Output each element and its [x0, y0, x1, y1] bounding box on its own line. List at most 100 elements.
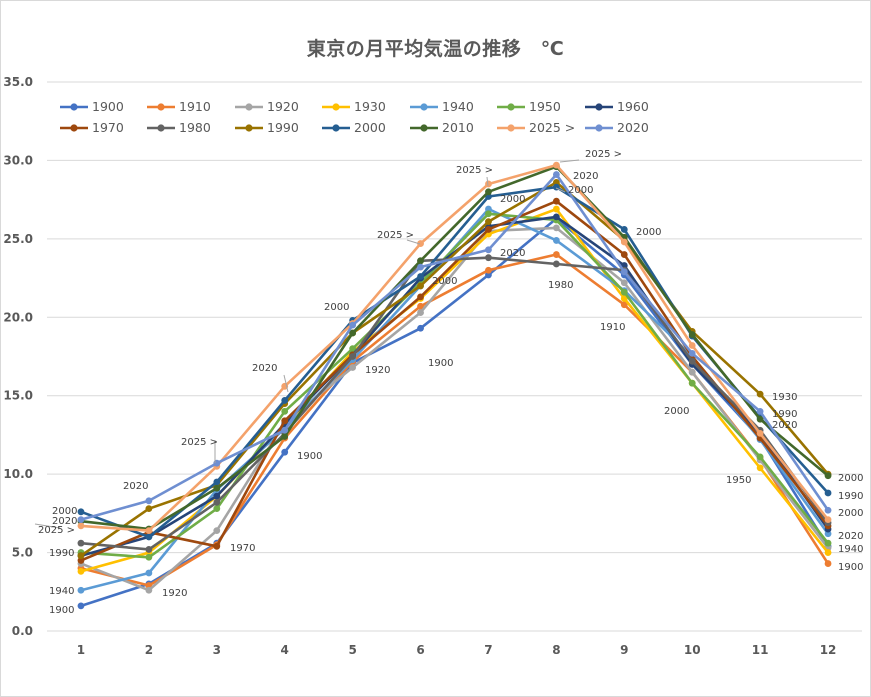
legend-swatch-marker: [70, 124, 78, 132]
y-tick-label: 30.0: [3, 153, 33, 167]
x-tick-label: 10: [684, 643, 701, 657]
data-point: [349, 329, 357, 337]
y-axis-ticks: 0.0 5.0 10.0 15.0 20.0 25.0 30.0 35.0: [3, 75, 33, 638]
data-point: [552, 213, 560, 221]
y-tick-label: 35.0: [3, 75, 33, 89]
data-label: 2020: [772, 420, 797, 431]
chart-title: 東京の月平均気温の推移 ℃: [306, 38, 565, 60]
data-point: [281, 397, 289, 404]
data-point: [281, 448, 289, 456]
data-point: [688, 368, 696, 376]
legend-swatch-marker: [157, 103, 165, 111]
data-label: 2025 >: [181, 437, 218, 448]
legend-label: 2020: [617, 120, 649, 135]
data-point: [485, 205, 492, 213]
annotation-leader: [34, 523, 61, 529]
data-point: [485, 266, 492, 274]
legend-label: 1940: [442, 99, 474, 114]
data-label: 1920: [365, 365, 390, 376]
data-label: 1910: [600, 322, 625, 333]
data-point: [688, 357, 696, 365]
annotation-leader: [486, 176, 489, 187]
y-tick-label: 5.0: [12, 546, 33, 560]
data-label: 1900: [838, 562, 863, 573]
data-label: 2020: [123, 481, 148, 492]
data-point: [417, 263, 424, 271]
legend-item: 2010: [410, 120, 474, 135]
legend-item: 1980: [147, 120, 211, 135]
data-point: [620, 279, 628, 287]
data-point: [552, 251, 560, 258]
data-point: [213, 498, 221, 506]
data-point: [417, 282, 424, 290]
series-line: [80, 185, 829, 539]
y-tick-label: 0.0: [12, 624, 33, 638]
x-tick-label: 5: [348, 643, 356, 657]
data-point: [756, 464, 764, 472]
data-label: 1990: [838, 491, 863, 502]
legend-item: 1940: [410, 99, 474, 114]
data-label: 1900: [49, 605, 74, 616]
data-point: [349, 321, 357, 329]
data-point: [281, 426, 289, 434]
data-label: 2000: [568, 185, 593, 196]
x-tick-label: 1: [77, 643, 85, 657]
y-tick-label: 20.0: [3, 310, 33, 324]
legend-swatch-marker: [507, 103, 515, 111]
data-point: [349, 353, 357, 360]
data-label: 2025 >: [585, 149, 622, 160]
data-point: [756, 453, 764, 461]
data-point: [417, 324, 424, 332]
x-tick-label: 3: [213, 643, 221, 657]
data-label: 2000: [838, 473, 863, 484]
data-point: [552, 260, 560, 268]
series-line: [80, 199, 830, 562]
data-annotations: 2000 2020 2025 > 1990 1940 1900 1920 2020 1970 20…: [34, 149, 863, 616]
series-line: [80, 226, 830, 592]
data-point: [485, 210, 492, 218]
data-point: [213, 459, 221, 467]
data-label: 2000: [52, 506, 77, 517]
data-label: 1920: [162, 588, 187, 599]
x-tick-label: 6: [416, 643, 424, 657]
data-point: [620, 295, 628, 302]
legend-label: 1960: [617, 99, 649, 114]
legend-swatch-marker: [245, 103, 253, 111]
data-point: [281, 433, 289, 440]
data-point: [824, 489, 832, 497]
data-point: [824, 516, 832, 524]
data-point: [485, 218, 492, 226]
data-point: [824, 549, 832, 556]
data-label: 2000: [636, 227, 661, 238]
data-label: 2000: [838, 508, 863, 519]
data-label: 1940: [49, 586, 74, 597]
legend-item: 1910: [147, 99, 211, 114]
data-label: 1900: [428, 358, 453, 369]
data-point: [77, 586, 85, 594]
data-label: 2000: [664, 406, 689, 417]
data-label: 1990: [49, 548, 74, 559]
data-point: [145, 497, 153, 505]
series-line: [80, 181, 829, 557]
data-point: [824, 560, 832, 567]
data-label: 2020: [252, 363, 277, 374]
legend-item: 2025 >: [497, 120, 575, 135]
series-line: [80, 165, 829, 531]
annotation-leader: [406, 239, 421, 245]
legend-swatch-marker: [157, 124, 165, 132]
legend-swatch-marker: [420, 103, 428, 111]
data-point: [77, 539, 85, 547]
data-label: 1900: [297, 451, 322, 462]
data-point: [620, 288, 628, 296]
data-point: [620, 268, 628, 276]
data-label: 1970: [230, 543, 255, 554]
data-point: [77, 602, 85, 610]
data-label: 2020: [500, 248, 525, 259]
legend-label: 1900: [92, 99, 124, 114]
legend-item: 2020: [585, 120, 649, 135]
data-label: 1980: [548, 280, 573, 291]
data-point: [145, 586, 153, 594]
x-tick-label: 9: [620, 643, 628, 657]
x-tick-label: 12: [820, 643, 837, 657]
legend-item: 1970: [60, 120, 124, 135]
